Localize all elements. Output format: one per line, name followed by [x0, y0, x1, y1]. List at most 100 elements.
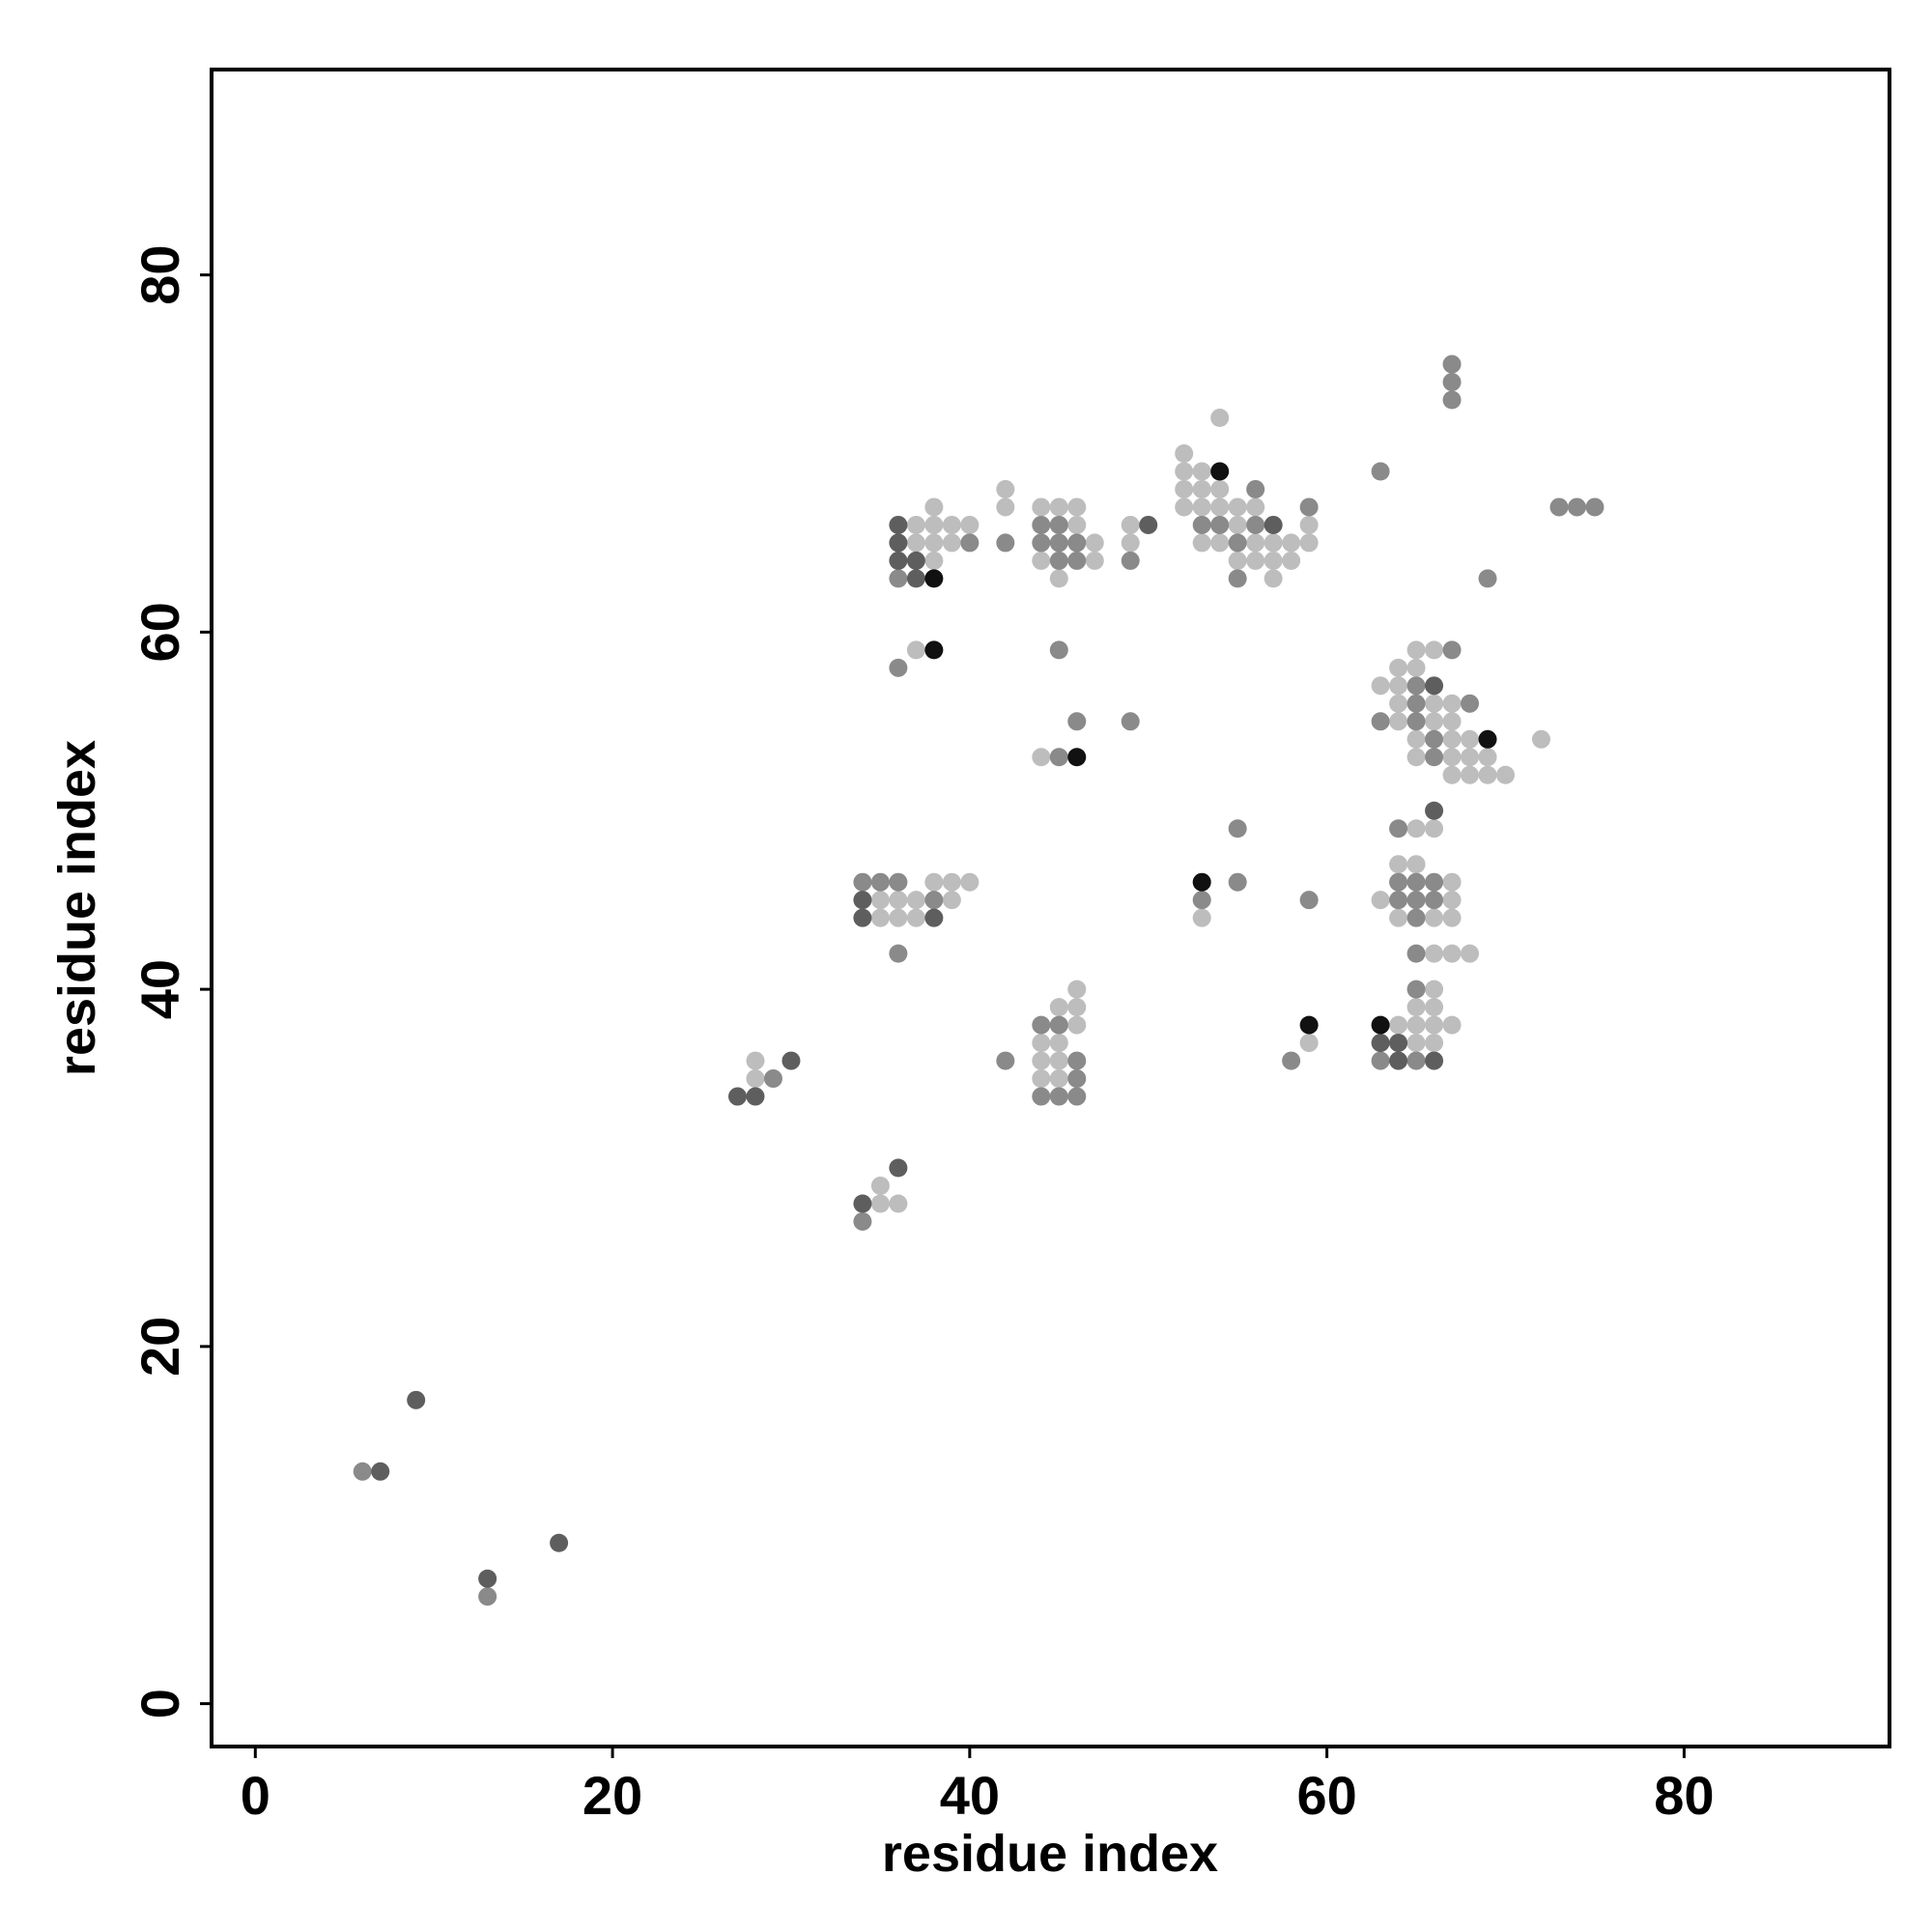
- point: [1406, 676, 1426, 696]
- point: [996, 497, 1015, 517]
- point: [1425, 944, 1444, 963]
- point: [1210, 533, 1230, 553]
- point: [478, 1587, 497, 1606]
- point: [1032, 497, 1051, 517]
- point: [1049, 533, 1068, 553]
- point: [889, 1194, 908, 1213]
- point: [1299, 1015, 1319, 1035]
- point: [1442, 355, 1462, 374]
- point: [924, 908, 944, 927]
- point: [889, 658, 908, 677]
- point: [1442, 694, 1462, 713]
- point: [1049, 1069, 1068, 1089]
- point: [1049, 1015, 1068, 1035]
- point: [1228, 872, 1247, 892]
- point: [1406, 819, 1426, 838]
- point: [1371, 462, 1390, 481]
- point: [942, 533, 961, 553]
- point: [1442, 944, 1462, 963]
- point: [1228, 569, 1247, 588]
- point: [1425, 980, 1444, 999]
- point: [1425, 676, 1444, 696]
- y-tick-label: 80: [129, 244, 190, 304]
- point: [924, 497, 944, 517]
- point: [889, 872, 908, 892]
- point: [1389, 676, 1408, 696]
- point: [1049, 1034, 1068, 1053]
- point: [942, 891, 961, 910]
- point: [1461, 944, 1480, 963]
- point: [371, 1462, 390, 1481]
- point: [1389, 908, 1408, 927]
- point: [1406, 891, 1426, 910]
- point: [1282, 1051, 1301, 1070]
- point: [1389, 891, 1408, 910]
- point: [1478, 729, 1497, 749]
- point: [924, 569, 944, 588]
- point: [1246, 497, 1265, 517]
- point: [1425, 748, 1444, 767]
- point: [1067, 1015, 1087, 1035]
- point: [1585, 497, 1605, 517]
- point: [1264, 533, 1283, 553]
- point: [1406, 694, 1426, 713]
- point: [1049, 497, 1068, 517]
- y-tick-label: 0: [129, 1689, 190, 1719]
- point: [853, 908, 872, 927]
- x-tick-label: 40: [940, 1765, 1000, 1826]
- point: [1175, 462, 1194, 481]
- point: [1210, 462, 1230, 481]
- point: [1067, 515, 1087, 534]
- point: [1282, 551, 1301, 570]
- point: [924, 533, 944, 553]
- point: [1032, 1034, 1051, 1053]
- x-tick-label: 0: [241, 1765, 270, 1826]
- point: [1032, 748, 1051, 767]
- point: [1067, 748, 1087, 767]
- y-axis-label: residue index: [48, 740, 106, 1076]
- point: [853, 1194, 872, 1213]
- point: [906, 891, 925, 910]
- point: [1264, 569, 1283, 588]
- point: [1175, 443, 1194, 463]
- point: [1121, 712, 1140, 731]
- point: [1406, 944, 1426, 963]
- point: [1371, 712, 1390, 731]
- point: [1442, 390, 1462, 410]
- point: [870, 891, 890, 910]
- point: [746, 1087, 765, 1106]
- x-tick-label: 80: [1654, 1765, 1714, 1826]
- point: [960, 515, 980, 534]
- point: [1406, 855, 1426, 874]
- point: [1210, 479, 1230, 498]
- point: [781, 1051, 801, 1070]
- point: [1299, 891, 1319, 910]
- point: [1192, 515, 1211, 534]
- point: [1425, 640, 1444, 660]
- y-tick-label: 20: [129, 1317, 190, 1377]
- point: [889, 533, 908, 553]
- point: [1210, 515, 1230, 534]
- point: [1032, 515, 1051, 534]
- point: [1461, 729, 1480, 749]
- point: [1442, 729, 1462, 749]
- point: [1425, 1015, 1444, 1035]
- point: [1425, 729, 1444, 749]
- point: [906, 551, 925, 570]
- point: [1461, 748, 1480, 767]
- point: [1067, 1069, 1087, 1089]
- point: [1425, 1034, 1444, 1053]
- point: [1495, 765, 1515, 784]
- point: [889, 891, 908, 910]
- point: [1442, 748, 1462, 767]
- point: [1121, 515, 1140, 534]
- point: [1425, 801, 1444, 820]
- y-tick-label: 60: [129, 602, 190, 662]
- point: [1049, 551, 1068, 570]
- point: [889, 908, 908, 927]
- point: [1264, 551, 1283, 570]
- point: [1228, 515, 1247, 534]
- point: [1299, 497, 1319, 517]
- point: [763, 1069, 782, 1089]
